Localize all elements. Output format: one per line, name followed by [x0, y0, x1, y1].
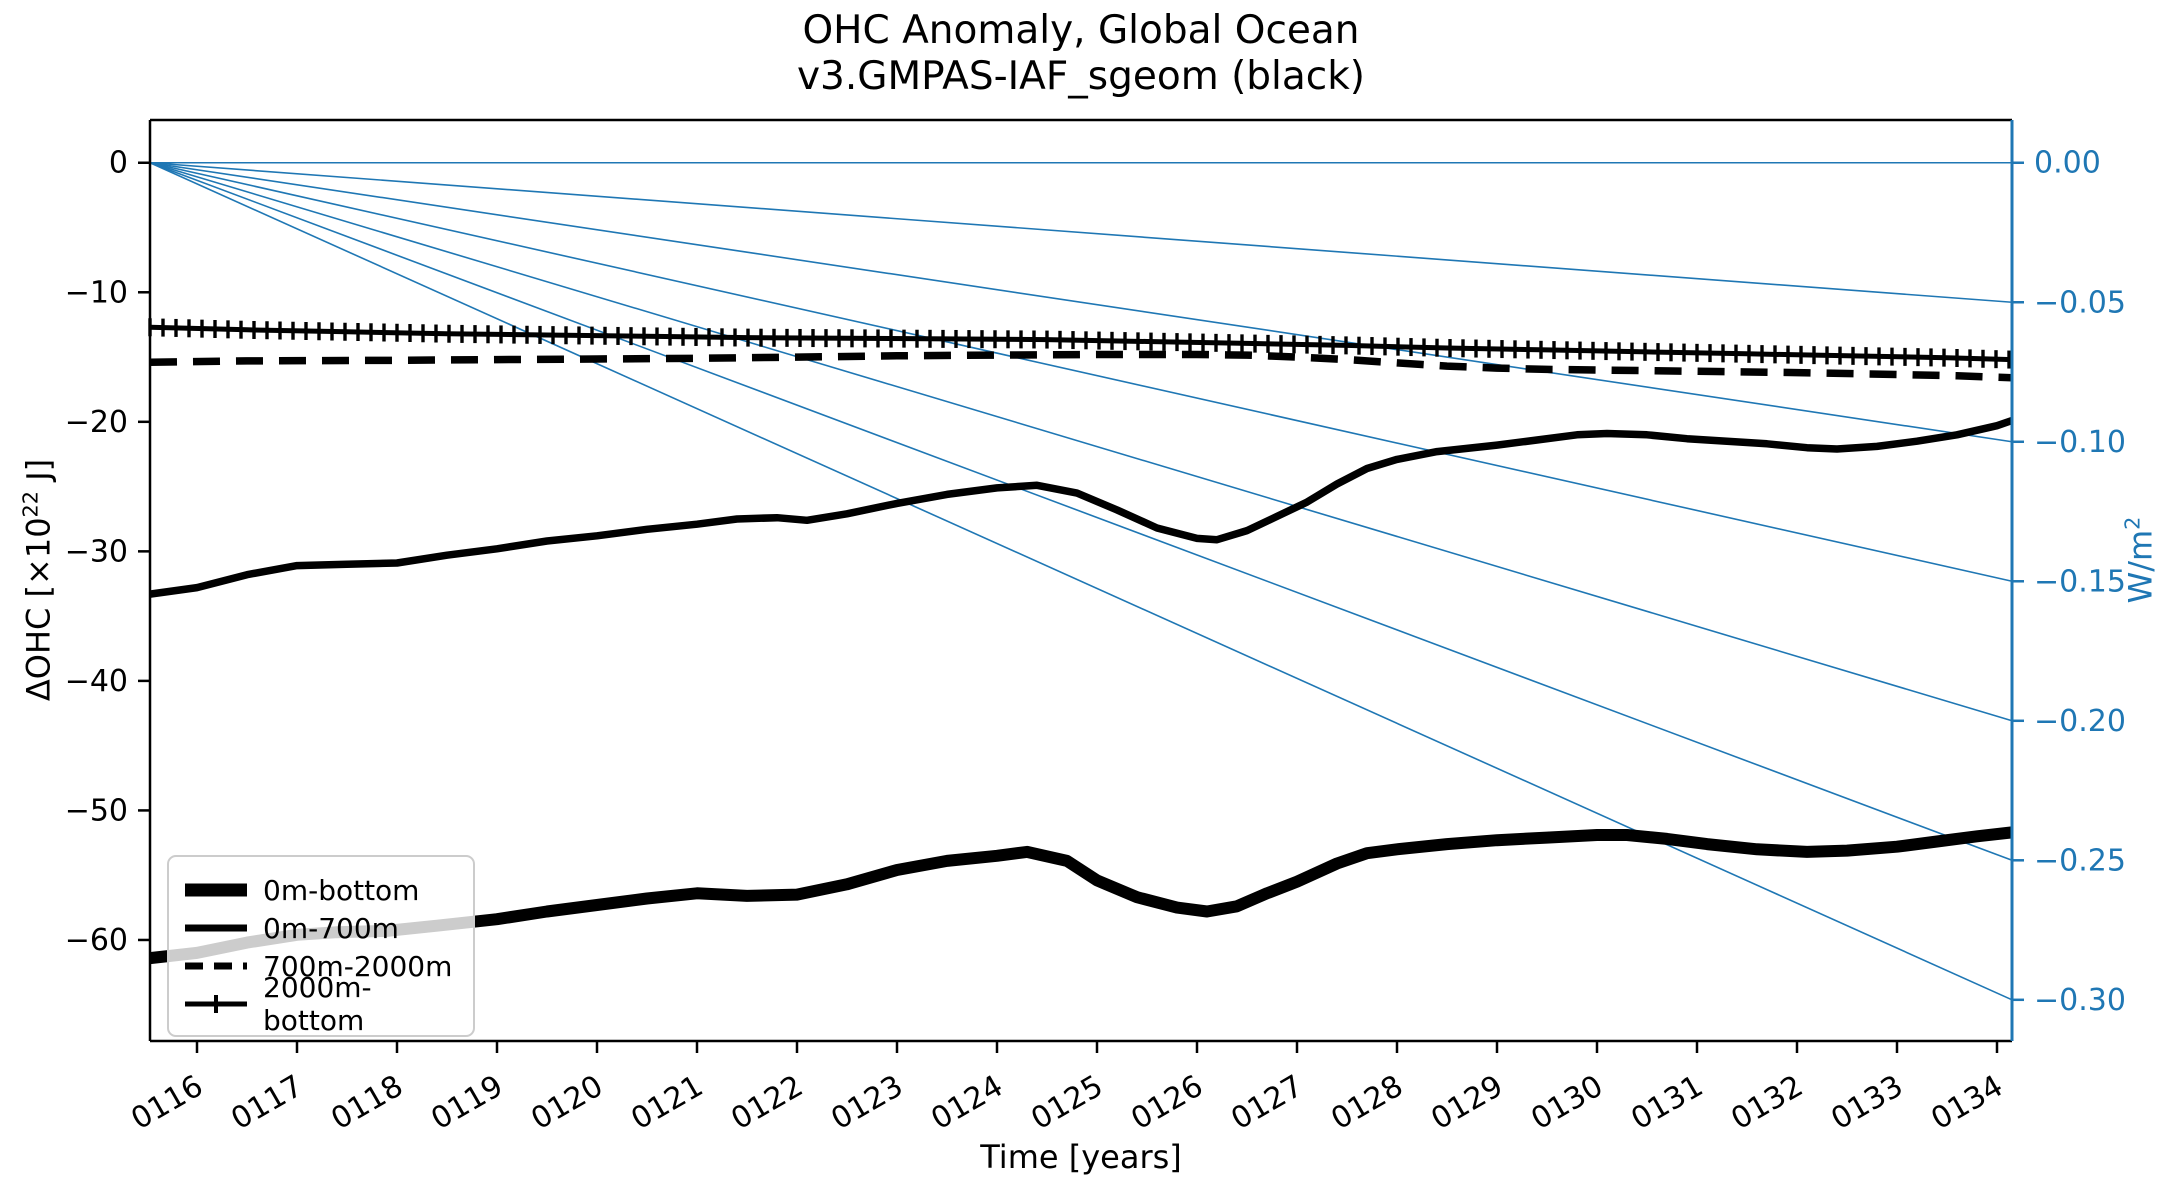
- y-tick-label-right: −0.25: [2034, 843, 2126, 878]
- series-0m-bottom: [149, 826, 2013, 965]
- legend-sample-thick-line: [185, 879, 247, 901]
- legend-label: 0m-700m: [263, 911, 399, 945]
- x-tick-label: 0120: [525, 1069, 609, 1137]
- legend: 0m-bottom 0m-700m 700m-2000m 2000m-botto…: [167, 855, 475, 1037]
- y-tick-label-right: −0.15: [2034, 564, 2126, 599]
- y-axis-label-left-unit: J]: [19, 458, 58, 491]
- reference-line--0.05-wm2: [149, 161, 2013, 304]
- y-axis-label-right-text: W/m: [2121, 529, 2160, 604]
- x-tick-label: 0133: [1825, 1069, 1909, 1137]
- reference-line--0.1-wm2: [149, 161, 2013, 443]
- reference-line--0.3-wm2: [149, 162, 2013, 1001]
- y-tick-label-left: −10: [65, 275, 128, 310]
- x-tick-label: 0132: [1725, 1069, 1809, 1137]
- legend-label: 700m-2000m: [263, 949, 453, 983]
- chart-title-block: OHC Anomaly, Global Ocean v3.GMPAS-IAF_s…: [150, 8, 2012, 100]
- y-tick-label-left: −20: [65, 405, 128, 440]
- x-tick-label: 0118: [325, 1069, 409, 1137]
- legend-sample-dashed-line: [185, 955, 247, 977]
- y-axis-label-left-exponent: 22: [18, 490, 43, 518]
- reference-line--0.2-wm2: [149, 161, 2013, 722]
- legend-sample-plus-line: [185, 993, 247, 1015]
- x-tick-label: 0124: [925, 1069, 1009, 1137]
- y-tick-label-left: 0: [109, 146, 128, 181]
- y-tick-label-right: 0.00: [2034, 146, 2101, 181]
- x-axis-label: Time [years]: [980, 1138, 1182, 1176]
- y-tick-label-right: −0.20: [2034, 704, 2126, 739]
- x-tick-label: 0134: [1925, 1069, 2009, 1137]
- reference-line--0.25-wm2: [149, 161, 2013, 862]
- y-axis-label-left-text: ΔOHC [×10: [19, 517, 58, 702]
- y-tick-label-left: −40: [65, 664, 128, 699]
- x-tick-label: 0126: [1125, 1069, 1209, 1137]
- y-axis-label-right: W/m2: [2121, 517, 2160, 604]
- y-tick-label-right: −0.05: [2034, 285, 2126, 320]
- y-tick-label-left: −60: [65, 923, 128, 958]
- legend-item-700m-2000m: 700m-2000m: [185, 947, 455, 985]
- legend-label: 2000m-bottom: [263, 971, 372, 1037]
- series-700m-2000m: [149, 350, 2013, 382]
- legend-item-0m-700m: 0m-700m: [185, 909, 455, 947]
- x-tick-label: 0119: [425, 1069, 509, 1137]
- x-tick-label: 0123: [825, 1069, 909, 1137]
- legend-item-2000m-bottom: 2000m-bottom: [185, 971, 455, 1037]
- x-tick-label: 0131: [1625, 1069, 1709, 1137]
- x-tick-label: 0125: [1025, 1069, 1109, 1137]
- y-tick-label-left: −30: [65, 534, 128, 569]
- series-0m-700m: [149, 416, 2014, 598]
- legend-label: 0m-bottom: [263, 873, 420, 907]
- x-tick-label: 0129: [1425, 1069, 1509, 1137]
- legend-sample-solid-line: [185, 917, 247, 939]
- y-axis-label-left: ΔOHC [×1022 J]: [19, 459, 58, 701]
- x-tick-label: 0127: [1225, 1069, 1309, 1137]
- x-tick-label: 0130: [1525, 1069, 1609, 1137]
- chart-subtitle: v3.GMPAS-IAF_sgeom (black): [796, 54, 1366, 99]
- x-tick-label: 0121: [625, 1069, 709, 1137]
- reference-line--0.15-wm2: [149, 161, 2013, 583]
- series-2000m-bottom: [149, 324, 2013, 363]
- chart-title: OHC Anomaly, Global Ocean: [802, 8, 1360, 53]
- legend-item-0m-bottom: 0m-bottom: [185, 871, 455, 909]
- y-axis-label-right-exponent: 2: [2120, 516, 2145, 530]
- x-tick-label: 0117: [225, 1069, 309, 1137]
- x-tick-label: 0128: [1325, 1069, 1409, 1137]
- x-tick-label: 0116: [125, 1069, 209, 1137]
- y-tick-label-right: −0.30: [2034, 983, 2126, 1018]
- x-tick-label: 0122: [725, 1069, 809, 1137]
- y-tick-label-right: −0.10: [2034, 425, 2126, 460]
- y-tick-label-left: −50: [65, 793, 128, 828]
